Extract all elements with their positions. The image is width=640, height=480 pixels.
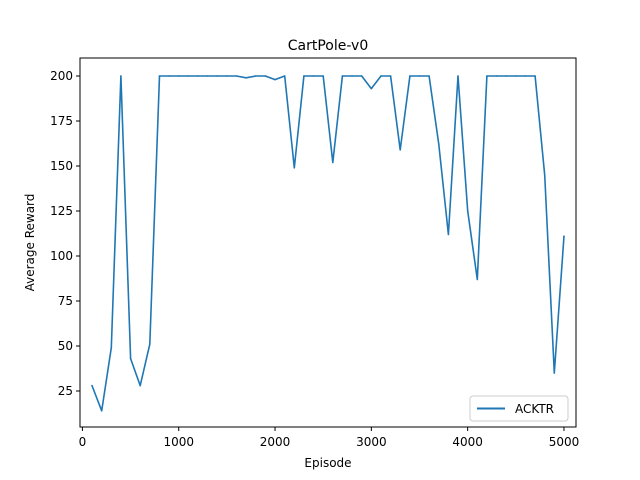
y-tick-label: 150 xyxy=(50,159,73,173)
x-axis: 0 1000 2000 3000 4000 5000 xyxy=(79,427,580,449)
x-axis-label: Episode xyxy=(304,456,351,470)
legend: ACKTR xyxy=(469,395,569,422)
data-point xyxy=(129,357,132,360)
data-point xyxy=(187,75,190,77)
data-point xyxy=(360,75,363,77)
data-point xyxy=(110,347,113,349)
data-point xyxy=(158,75,161,77)
data-point xyxy=(283,75,286,77)
data-point xyxy=(418,75,421,77)
y-tick-label: 175 xyxy=(50,114,73,128)
data-point xyxy=(206,75,209,77)
y-tick-label: 25 xyxy=(58,384,73,398)
data-point xyxy=(293,167,296,169)
data-point xyxy=(91,384,93,387)
x-tick-label: 4000 xyxy=(452,435,483,449)
data-point xyxy=(332,161,334,164)
y-tick-label: 100 xyxy=(50,249,73,263)
data-point xyxy=(312,75,315,77)
data-point xyxy=(447,233,450,236)
x-tick-label: 3000 xyxy=(356,435,387,449)
data-point xyxy=(466,210,469,212)
x-tick-label: 2000 xyxy=(260,435,291,449)
x-tick-label: 1000 xyxy=(163,435,194,449)
y-tick-label: 50 xyxy=(58,339,73,353)
data-point xyxy=(515,75,517,77)
data-point xyxy=(235,75,238,77)
data-point xyxy=(437,143,440,146)
data-point xyxy=(216,75,219,77)
series-layer xyxy=(91,75,565,412)
data-point xyxy=(254,75,257,77)
data-point xyxy=(120,75,122,77)
data-point xyxy=(409,75,411,77)
data-point xyxy=(177,75,180,77)
y-tick-label: 125 xyxy=(50,204,73,218)
y-tick-label: 200 xyxy=(50,69,73,83)
x-tick-label: 5000 xyxy=(549,435,580,449)
data-point xyxy=(399,149,402,151)
data-point xyxy=(389,75,392,77)
data-point xyxy=(428,75,430,77)
legend-box xyxy=(469,395,569,422)
data-point xyxy=(380,75,382,77)
y-axis: 25 50 75 100 125 150 175 200 xyxy=(50,69,80,398)
data-point xyxy=(264,75,267,77)
data-point xyxy=(370,87,373,90)
data-point xyxy=(226,75,228,77)
y-axis-label: Average Reward xyxy=(23,194,37,292)
data-point xyxy=(486,75,488,77)
data-point xyxy=(563,235,565,237)
plot-frame xyxy=(79,57,577,428)
data-point xyxy=(149,343,151,346)
data-point xyxy=(534,75,536,77)
data-point xyxy=(245,77,247,79)
data-point xyxy=(524,75,527,77)
data-point xyxy=(139,384,141,387)
data-point xyxy=(322,75,324,77)
data-point xyxy=(100,410,103,412)
data-point xyxy=(303,75,305,77)
data-point xyxy=(341,75,344,77)
data-point xyxy=(505,75,507,77)
data-point xyxy=(274,78,276,81)
data-point xyxy=(197,75,199,77)
series-line-acktr xyxy=(91,75,565,412)
data-point xyxy=(457,75,459,77)
y-tick-label: 75 xyxy=(58,294,73,308)
data-point xyxy=(476,278,479,281)
data-point xyxy=(543,174,546,176)
x-tick-label: 0 xyxy=(79,435,87,449)
data-point xyxy=(495,75,498,77)
legend-label: ACKTR xyxy=(515,402,554,416)
chart-title: CartPole-v0 xyxy=(288,38,368,54)
data-point xyxy=(553,372,556,374)
data-point xyxy=(351,75,353,77)
data-point xyxy=(168,75,170,77)
